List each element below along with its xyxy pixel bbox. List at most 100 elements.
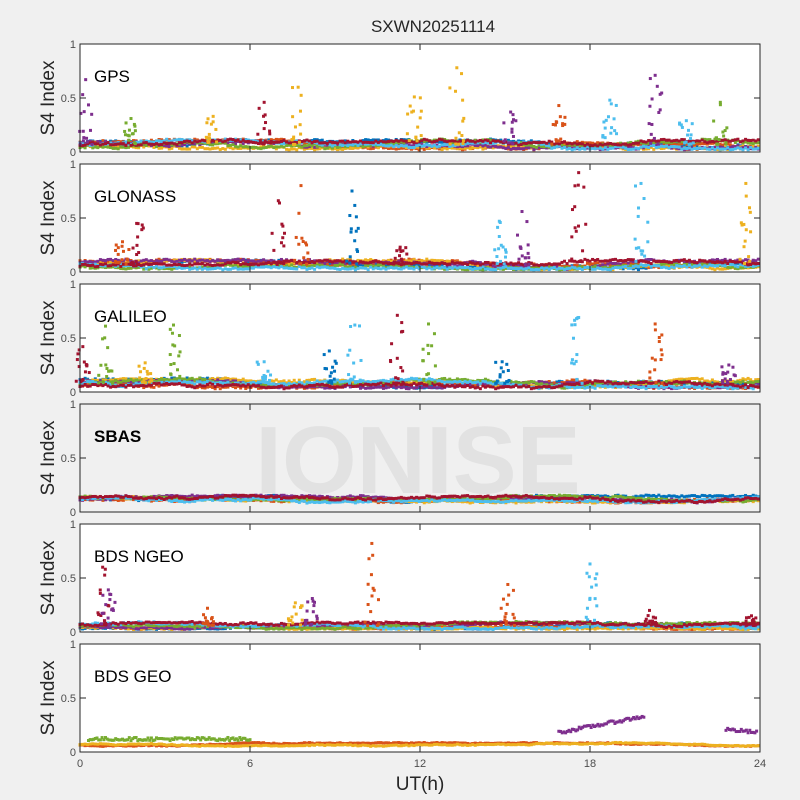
data-point — [716, 260, 719, 264]
data-point — [318, 379, 322, 383]
data-point — [223, 385, 227, 389]
data-point — [269, 258, 273, 262]
data-point — [157, 266, 161, 270]
data-point — [642, 266, 646, 270]
data-point — [261, 141, 265, 145]
data-point — [304, 241, 308, 245]
data-point — [576, 183, 580, 187]
data-point — [313, 261, 317, 265]
data-point — [422, 259, 426, 263]
data-point — [246, 385, 250, 389]
data-point — [545, 146, 549, 150]
data-point — [277, 380, 281, 384]
data-point — [198, 258, 202, 262]
data-point — [670, 265, 674, 269]
data-point — [109, 260, 113, 264]
data-point — [466, 261, 470, 265]
data-point — [376, 146, 380, 150]
data-point — [660, 91, 664, 95]
data-point — [662, 384, 666, 388]
data-point — [198, 266, 202, 270]
data-point — [124, 267, 128, 271]
data-point — [703, 146, 707, 150]
data-point — [748, 206, 752, 210]
data-point — [512, 118, 516, 122]
data-point — [537, 143, 541, 147]
data-point — [453, 382, 457, 386]
data-point — [407, 257, 411, 261]
data-point — [254, 139, 258, 143]
data-point — [281, 236, 285, 240]
data-point — [113, 260, 117, 264]
data-point — [302, 139, 306, 143]
data-point — [455, 266, 459, 270]
data-point — [731, 263, 735, 267]
data-point — [703, 379, 707, 383]
data-point — [710, 141, 714, 145]
data-point — [389, 146, 393, 150]
data-point — [132, 139, 136, 143]
data-point — [412, 267, 416, 271]
data-point — [604, 118, 608, 122]
data-point — [466, 262, 470, 266]
data-point — [85, 140, 89, 144]
data-point — [486, 260, 490, 264]
data-point — [510, 120, 514, 124]
data-point — [608, 142, 612, 146]
data-point — [114, 381, 118, 385]
data-point — [672, 142, 676, 146]
data-point — [680, 147, 684, 151]
data-point — [744, 258, 748, 262]
data-point — [180, 266, 184, 270]
data-point — [397, 262, 401, 266]
data-point — [369, 263, 373, 267]
data-point — [209, 122, 213, 126]
data-point — [287, 143, 291, 147]
data-point — [579, 259, 583, 263]
data-point — [172, 265, 176, 269]
data-point — [716, 266, 719, 270]
data-point — [364, 261, 368, 265]
data-point — [501, 245, 505, 249]
data-point — [606, 142, 610, 146]
data-point — [157, 384, 161, 388]
data-point — [615, 132, 619, 136]
data-point — [407, 145, 411, 149]
data-point — [359, 145, 362, 149]
data-point — [723, 259, 727, 263]
data-point — [420, 265, 424, 269]
data-point — [404, 144, 408, 148]
data-point — [279, 265, 283, 269]
data-point — [443, 267, 447, 271]
data-point — [680, 377, 684, 381]
data-point — [285, 147, 289, 151]
data-point — [647, 260, 651, 264]
data-point — [687, 142, 691, 146]
data-point — [392, 146, 396, 150]
data-point — [170, 263, 174, 267]
data-point — [180, 141, 184, 145]
data-point — [527, 141, 531, 145]
data-point — [417, 143, 421, 147]
data-point — [677, 139, 681, 143]
data-point — [691, 141, 695, 145]
data-point — [356, 146, 360, 150]
data-point — [542, 140, 546, 144]
data-point — [563, 266, 566, 270]
data-point — [738, 140, 742, 144]
data-point — [742, 222, 746, 226]
data-point — [301, 240, 305, 244]
data-point — [272, 248, 276, 252]
data-point — [527, 143, 531, 147]
data-point — [333, 141, 337, 145]
data-point — [384, 138, 388, 142]
data-point — [142, 258, 146, 262]
data-point — [716, 147, 719, 151]
data-point — [468, 147, 472, 151]
data-point — [675, 264, 679, 268]
data-point — [598, 264, 602, 268]
data-point — [320, 259, 324, 263]
data-point — [463, 262, 467, 266]
data-point — [198, 139, 202, 143]
data-point — [384, 146, 388, 150]
